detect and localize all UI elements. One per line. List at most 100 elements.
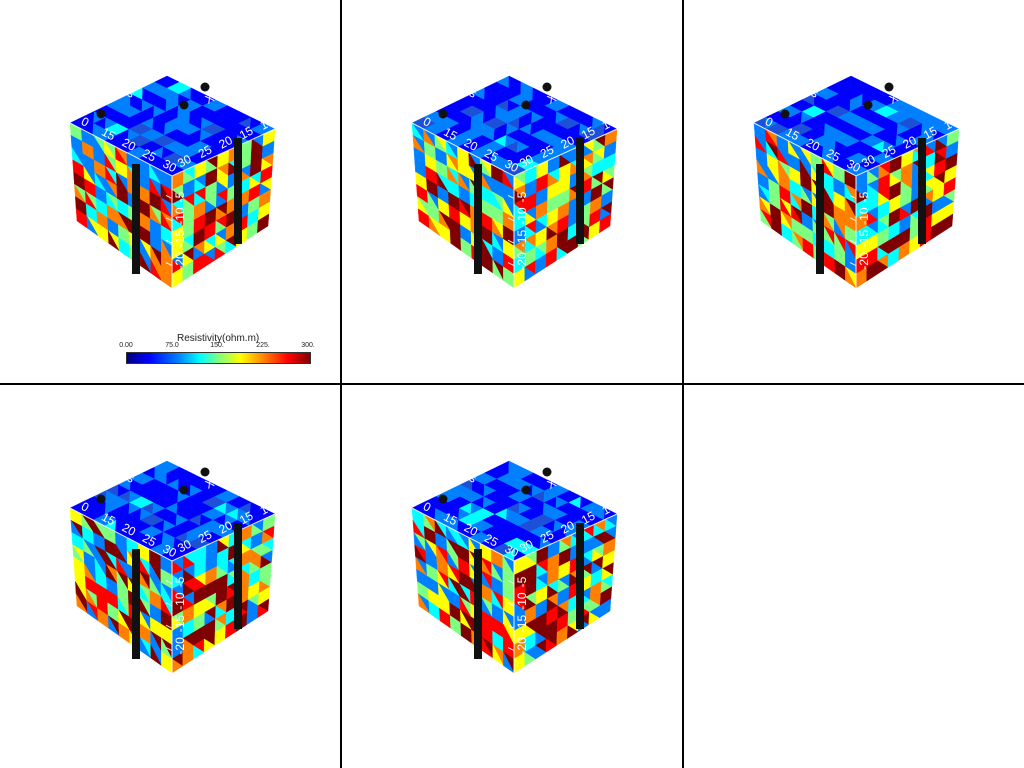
mesh-cell: [532, 472, 546, 485]
mesh-cell: [249, 116, 264, 130]
axis-tick-label: 15: [237, 123, 256, 142]
axis-tick-label: 30: [503, 157, 522, 176]
axis-tick-label: 15: [579, 508, 598, 527]
axis-tick-label: 25: [538, 142, 557, 161]
mesh-cell: [492, 644, 504, 666]
axis-tick-label: 10: [600, 499, 619, 518]
colorbar-tick-4: 300.: [301, 342, 315, 349]
colorbar-tick-0: 0.00: [119, 342, 133, 349]
borehole-right: [576, 523, 584, 629]
mesh-cell: [568, 490, 582, 503]
mesh-cell: [226, 105, 240, 118]
mesh-cell: [759, 208, 772, 229]
axis-tick-label: 30: [845, 157, 864, 176]
axis-tick-mark: [849, 239, 857, 244]
axis-tick-label: -15: [173, 230, 187, 248]
axis-tick-mark: [165, 217, 173, 222]
mesh-cell: [599, 598, 612, 619]
axis-tick-label: -10: [173, 207, 187, 225]
borehole-right: [234, 523, 242, 629]
axis-tick-label: 30: [517, 152, 536, 171]
axis-tick-label: 20: [804, 135, 823, 154]
borehole-left: [132, 549, 140, 659]
axis-tick-mark: [165, 239, 173, 244]
mesh-cell: [226, 490, 240, 503]
mesh-cell: [428, 215, 441, 237]
mesh-cell: [791, 230, 804, 251]
mesh-cell: [190, 472, 204, 485]
mesh-cell: [154, 75, 180, 89]
axis-tick-label: -15: [857, 230, 871, 248]
view-panel-4: 0 15 20 25 30 30 25 20 15 10 -5 -10 -15 -20 is X A: [0, 385, 341, 768]
boreholes: [96, 82, 242, 274]
view-panel-6-empty: [684, 385, 1024, 768]
axis-tick-label: 20: [120, 135, 139, 154]
axis-tick-mark: [849, 194, 857, 199]
axis-tick-label: 20: [558, 133, 577, 152]
axis-tick-label: 25: [140, 531, 159, 550]
axis-tick-label: 25: [482, 531, 501, 550]
axis-tick-label: 30: [859, 152, 878, 171]
axis-tick-label: 25: [196, 142, 215, 161]
axis-tick-label: -20: [857, 252, 871, 270]
axis-tick-label: -15: [515, 230, 529, 248]
mesh-cell: [591, 501, 606, 515]
axis-tick-label: -10: [857, 207, 871, 225]
axis-tick-label: 15: [237, 508, 256, 527]
mesh-cell: [503, 266, 515, 289]
mesh-cell: [225, 240, 237, 254]
mesh-cell: [556, 246, 568, 261]
mesh-cell: [588, 611, 600, 626]
axis-tick-label: 15: [441, 510, 460, 529]
axis-tick-mark: [507, 239, 515, 244]
axis-tick-label: 20: [216, 518, 235, 537]
mesh-cell: [249, 501, 264, 515]
mesh-cell: [449, 230, 462, 251]
axis-tick-label: 25: [482, 146, 501, 165]
cube-right-face: [513, 128, 618, 289]
axis-tick-label: 15: [783, 125, 802, 144]
mesh-cell: [257, 605, 269, 619]
borehole-marker: [96, 109, 106, 119]
axis-tick-label: 15: [99, 125, 118, 144]
mesh-cell: [568, 105, 582, 118]
axis-tick-label: -5: [857, 191, 871, 202]
mesh-cell: [118, 237, 130, 259]
axis-tick-label: -20: [173, 252, 187, 270]
borehole-marker: [521, 100, 531, 110]
axis-tick-mark: [165, 624, 173, 629]
borehole-marker: [780, 109, 790, 119]
axis-tick-label: 15: [579, 123, 598, 142]
borehole-right: [576, 138, 584, 244]
axis-tick-label: 30: [503, 542, 522, 561]
borehole-marker: [179, 100, 189, 110]
cube-left-face: [411, 122, 515, 289]
axis-tick-label: 30: [175, 152, 194, 171]
axis-tick-label: -10: [515, 592, 529, 610]
colorbar-title: Resistivity(ohm.m): [177, 333, 260, 344]
mesh-cell: [193, 645, 205, 660]
axis-tick-mark: [507, 624, 515, 629]
borehole-marker: [96, 494, 106, 504]
axis-tick-label: 20: [216, 133, 235, 152]
boreholes: [438, 82, 584, 274]
axis-tick-mark: [165, 647, 173, 652]
axis-tick-label: 25: [538, 527, 557, 546]
mesh-cell: [107, 615, 120, 636]
axis-tick-label: 25: [880, 142, 899, 161]
borehole-left: [474, 549, 482, 659]
mesh-cell: [150, 644, 162, 666]
mesh-cell: [524, 651, 536, 667]
mesh-cell: [107, 230, 120, 251]
axis-tick-label: -20: [173, 637, 187, 655]
view-panel-2: 0 15 20 25 30 30 25 20 15 10 -5 -10 -15 -20 is X A: [342, 0, 683, 384]
axis-tick-label: 20: [900, 133, 919, 152]
axis-tick-label: -10: [173, 592, 187, 610]
mesh-cell: [246, 226, 258, 241]
axis-tick-mark: [507, 194, 515, 199]
axis-tick-label: -15: [515, 615, 529, 633]
